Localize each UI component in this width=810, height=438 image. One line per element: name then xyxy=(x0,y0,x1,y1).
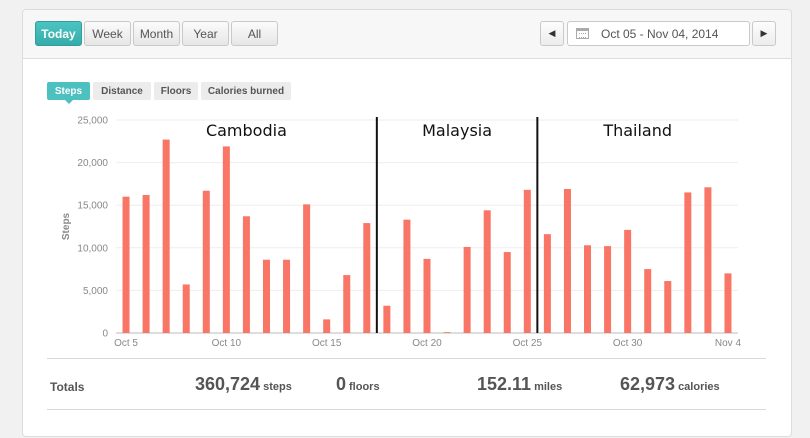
region-label-malaysia: Malaysia xyxy=(422,121,492,140)
bar-oct-21 xyxy=(443,332,451,333)
bar-nov-2 xyxy=(684,192,692,333)
bar-oct-29 xyxy=(604,246,612,333)
total-floors-value: 0 xyxy=(336,374,347,394)
bar-oct-26 xyxy=(543,234,551,333)
chevron-right-icon: ▶ xyxy=(760,28,768,38)
x-tick-label: Nov 4 xyxy=(715,338,742,349)
x-tick-label: Oct 25 xyxy=(513,338,543,349)
bar-nov-3 xyxy=(704,187,712,333)
total-calories-value: 62,973 xyxy=(620,374,676,394)
bar-nov-1 xyxy=(664,281,672,333)
total-floors-unit: floors xyxy=(349,381,380,393)
y-tick-label: 10,000 xyxy=(77,243,108,254)
y-tick-label: 25,000 xyxy=(77,116,108,127)
tab-steps[interactable]: Steps xyxy=(47,82,90,104)
range-today-button[interactable]: Today xyxy=(35,21,82,46)
range-week-button[interactable]: Week xyxy=(84,21,131,46)
bar-oct-25 xyxy=(523,189,531,333)
next-period-button[interactable]: ▶ xyxy=(752,21,776,46)
bar-oct-6 xyxy=(142,194,150,333)
x-tick-label: Oct 15 xyxy=(312,338,342,349)
totals-label: Totals xyxy=(50,380,85,394)
x-tick-label: Oct 20 xyxy=(412,338,442,349)
tab-distance[interactable]: Distance xyxy=(93,82,151,100)
bar-oct-11 xyxy=(242,216,250,333)
y-tick-label: 15,000 xyxy=(77,201,108,212)
bar-oct-27 xyxy=(563,189,571,333)
bar-oct-16 xyxy=(343,275,351,333)
total-steps-unit: steps xyxy=(263,381,292,393)
fitness-dashboard-panel: Today Week Month Year All ◀ Oct 05 - Nov… xyxy=(22,9,792,437)
bar-oct-12 xyxy=(262,259,270,333)
x-tick-label: Oct 30 xyxy=(613,338,643,349)
total-steps: 360,724 steps xyxy=(195,374,292,395)
bar-oct-17 xyxy=(363,223,371,333)
y-tick-label: 20,000 xyxy=(77,158,108,169)
tab-calories-burned[interactable]: Calories burned xyxy=(201,82,291,100)
bar-oct-13 xyxy=(283,259,291,333)
total-steps-value: 360,724 xyxy=(195,374,261,394)
total-calories-unit: calories xyxy=(678,381,720,393)
bar-oct-24 xyxy=(503,252,511,333)
bar-oct-23 xyxy=(483,210,491,333)
bar-oct-5 xyxy=(122,196,130,333)
previous-period-button[interactable]: ◀ xyxy=(540,21,564,46)
range-year-button[interactable]: Year xyxy=(182,21,229,46)
total-floors: 0 floors xyxy=(336,374,380,395)
y-axis-title: Steps xyxy=(61,212,72,240)
range-month-button[interactable]: Month xyxy=(133,21,180,46)
bar-oct-15 xyxy=(323,319,331,333)
bar-nov-4 xyxy=(724,273,732,333)
x-tick-label: Oct 5 xyxy=(114,338,138,349)
range-all-button[interactable]: All xyxy=(231,21,278,46)
bar-oct-9 xyxy=(202,190,210,333)
bar-oct-14 xyxy=(303,204,311,333)
bar-oct-7 xyxy=(162,139,170,333)
x-tick-label: Oct 10 xyxy=(212,338,242,349)
steps-bar-chart: 0 5,000 10,000 15,000 20,000 25,000 Steps Oct 5… xyxy=(61,116,741,350)
bar-oct-20 xyxy=(423,258,431,333)
total-miles: 152.11 miles xyxy=(477,374,562,395)
total-miles-value: 152.11 xyxy=(477,374,532,394)
total-miles-unit: miles xyxy=(534,381,563,393)
tab-floors[interactable]: Floors xyxy=(154,82,198,100)
region-label-thailand: Thailand xyxy=(602,121,672,140)
totals-row: Totals 360,724 steps 0 floors 152.11 miles … xyxy=(47,358,766,410)
date-range-text: Oct 05 - Nov 04, 2014 xyxy=(601,26,719,41)
region-label-cambodia: Cambodia xyxy=(206,121,287,140)
region-dividers xyxy=(375,117,539,333)
y-tick-label: 5,000 xyxy=(83,286,108,297)
toolbar: Today Week Month Year All ◀ Oct 05 - Nov… xyxy=(23,10,791,59)
bar-oct-19 xyxy=(403,219,411,333)
bar-oct-22 xyxy=(463,246,471,333)
chevron-left-icon: ◀ xyxy=(548,28,556,38)
bar-oct-8 xyxy=(182,284,190,333)
calendar-icon xyxy=(576,28,589,39)
total-calories: 62,973 calories xyxy=(620,374,720,395)
chart-bars xyxy=(122,139,732,333)
bar-oct-28 xyxy=(584,245,592,333)
bar-oct-31 xyxy=(644,269,652,333)
chart-labels: 0 5,000 10,000 15,000 20,000 25,000 Steps Oct 5… xyxy=(61,116,741,350)
bar-oct-18 xyxy=(383,305,391,333)
bar-oct-30 xyxy=(624,229,632,333)
y-tick-label: 0 xyxy=(102,329,108,340)
bar-oct-10 xyxy=(222,146,230,333)
date-range-picker[interactable]: Oct 05 - Nov 04, 2014 xyxy=(567,21,750,46)
